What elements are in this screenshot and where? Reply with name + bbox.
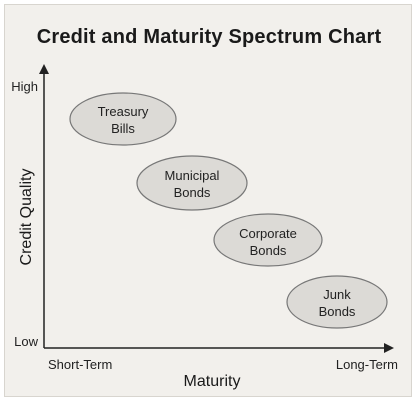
node-junk-bonds-ellipse: [286, 275, 388, 329]
y-axis-title: Credit Quality: [18, 169, 35, 266]
diagram-title: Credit and Maturity Spectrum Chart: [36, 26, 382, 48]
node-municipal-bonds-line1: Municipal: [165, 168, 220, 183]
node-municipal-bonds-line2: Bonds: [174, 185, 211, 200]
x-axis-title: Maturity: [184, 373, 241, 390]
node-treasury-bills-line2: Bills: [111, 121, 135, 136]
node-corporate-bonds-line1: Corporate: [239, 226, 297, 241]
y-tick-low: Low: [14, 334, 38, 349]
y-tick-high: High: [11, 79, 38, 94]
node-treasury-bills: Treasury Bills: [69, 92, 177, 146]
node-municipal-bonds-ellipse: [136, 155, 248, 211]
node-municipal-bonds: Municipal Bonds: [136, 155, 248, 211]
x-tick-long-term: Long-Term: [336, 357, 398, 372]
node-junk-bonds: Junk Bonds: [286, 275, 388, 329]
x-tick-short-term: Short-Term: [48, 357, 112, 372]
node-corporate-bonds-line2: Bonds: [250, 243, 287, 258]
node-treasury-bills-line1: Treasury: [98, 104, 149, 119]
node-treasury-bills-ellipse: [69, 92, 177, 146]
node-corporate-bonds-ellipse: [213, 213, 323, 267]
node-junk-bonds-line1: Junk: [323, 287, 351, 302]
node-corporate-bonds: Corporate Bonds: [213, 213, 323, 267]
node-junk-bonds-line2: Bonds: [319, 304, 356, 319]
